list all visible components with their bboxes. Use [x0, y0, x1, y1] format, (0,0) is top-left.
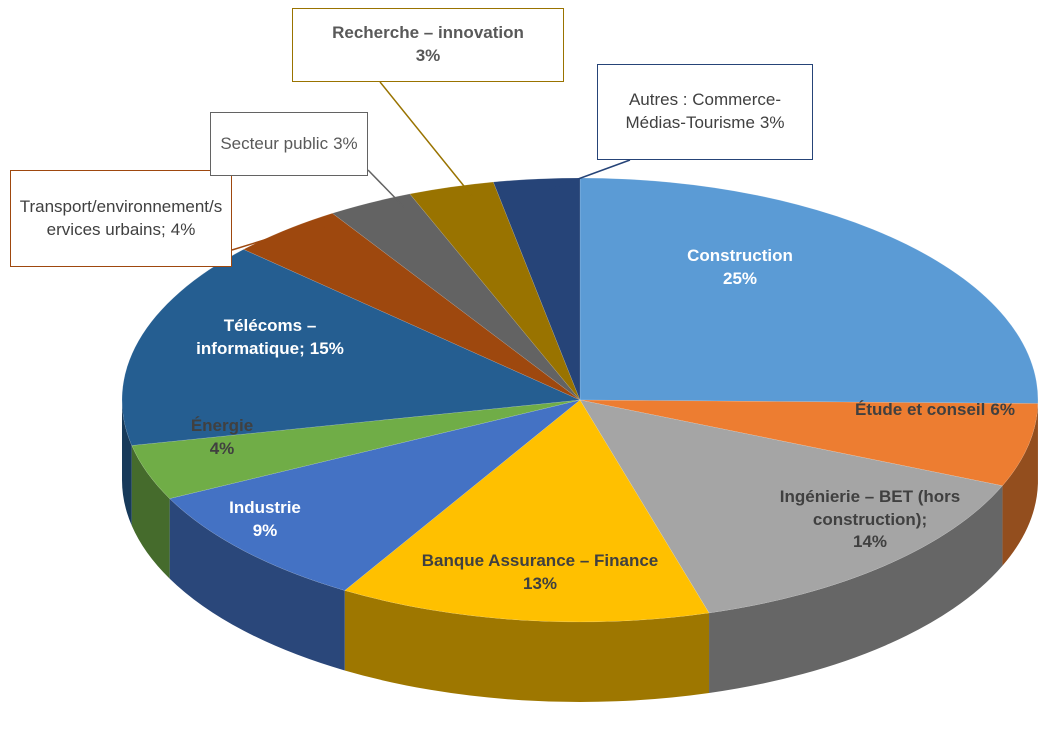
callout-box: Autres : Commerce-Médias-Tourisme 3%	[597, 64, 813, 160]
value-label: 3%	[759, 113, 785, 132]
callout-box: Recherche – innovation 3%	[292, 8, 564, 82]
data-label: Industrie 9%	[205, 497, 325, 543]
category-label: Énergie	[190, 416, 254, 436]
value-label: 13%	[522, 574, 558, 593]
label-container: Étude et conseil 6%	[830, 370, 1038, 450]
data-label: Télécoms – informatique; 15%	[165, 315, 375, 361]
slice-side	[709, 485, 1003, 694]
value-label: 3%	[333, 133, 358, 153]
data-label: Secteur public 3%	[217, 133, 361, 156]
label-container: Recherche – innovation 3%	[292, 8, 564, 82]
category-label: Ingénierie – BET (hors construction);	[779, 486, 961, 529]
category-label: Étude et conseil	[855, 399, 986, 419]
label-container: Secteur public 3%	[210, 112, 368, 176]
slice-side	[131, 445, 170, 579]
slice	[579, 177, 1038, 404]
slice	[579, 399, 1003, 614]
slice	[131, 399, 581, 499]
leader-line	[379, 81, 473, 197]
label-container: Télécoms – informatique; 15%	[165, 298, 375, 378]
data-label: Étude et conseil 6%	[830, 399, 1038, 422]
label-wrap: Industrie 9%	[205, 480, 325, 560]
data-label: Banque Assurance – Finance 13%	[420, 550, 660, 596]
slice-side	[122, 400, 132, 526]
label-wrap: Banque Assurance – Finance 13%	[420, 533, 660, 613]
value-label: 25%	[722, 269, 758, 288]
label-container: Industrie 9%	[205, 480, 325, 560]
category-label: Transport/environnement/services urbains…	[19, 196, 223, 239]
category-label: Recherche – innovation	[332, 23, 524, 43]
label-container: Autres : Commerce-Médias-Tourisme 3%	[597, 64, 813, 160]
category-label: Autres : Commerce-Médias-Tourisme	[625, 90, 782, 132]
data-label: Autres : Commerce-Médias-Tourisme 3%	[604, 89, 806, 135]
category-label: Industrie	[229, 498, 301, 518]
label-container: Ingénierie – BET (hors construction); 14%	[755, 480, 985, 560]
slice	[169, 399, 581, 591]
data-label: Ingénierie – BET (hors construction); 14%	[755, 486, 985, 555]
label-container: Transport/environnement/services urbains…	[10, 170, 232, 267]
label-container: Énergie 4%	[172, 398, 272, 478]
slice-side	[169, 498, 345, 671]
data-label: Recherche – innovation 3%	[299, 22, 557, 68]
label-container: Construction 25%	[655, 228, 825, 308]
label-wrap: Étude et conseil 6%	[830, 370, 1038, 450]
category-label: Construction	[687, 246, 793, 266]
leader-line	[231, 227, 326, 251]
category-label: Banque Assurance – Finance	[421, 551, 659, 571]
value-label: 9%	[252, 521, 278, 540]
callout-box: Secteur public 3%	[210, 112, 368, 176]
value-label: 15%	[309, 339, 344, 358]
data-label: Énergie 4%	[172, 415, 272, 461]
label-wrap: Ingénierie – BET (hors construction); 14%	[755, 480, 985, 560]
category-label: Secteur public	[220, 133, 329, 153]
label-wrap: Construction 25%	[655, 228, 825, 308]
value-label: 4%	[170, 219, 196, 239]
slice	[121, 249, 581, 446]
value-label: 6%	[990, 399, 1015, 419]
slice	[409, 181, 581, 401]
slice	[242, 212, 581, 401]
slice-side	[344, 590, 710, 703]
leader-line	[547, 159, 631, 191]
slice	[344, 399, 710, 623]
data-label: Construction 25%	[655, 245, 825, 291]
label-wrap: Télécoms – informatique; 15%	[165, 298, 375, 378]
slice	[331, 193, 581, 401]
slice-side	[1002, 403, 1038, 566]
category-label: Télécoms – informatique;	[196, 316, 317, 358]
value-label: 3%	[415, 46, 441, 65]
value-label: 4%	[209, 439, 235, 458]
leader-line	[367, 169, 406, 209]
callout-box: Transport/environnement/services urbains…	[10, 170, 232, 267]
label-wrap: Énergie 4%	[172, 398, 272, 478]
value-label: 14%	[852, 532, 888, 552]
data-label: Transport/environnement/services urbains…	[17, 196, 225, 242]
label-container: Banque Assurance – Finance 13%	[420, 533, 660, 613]
